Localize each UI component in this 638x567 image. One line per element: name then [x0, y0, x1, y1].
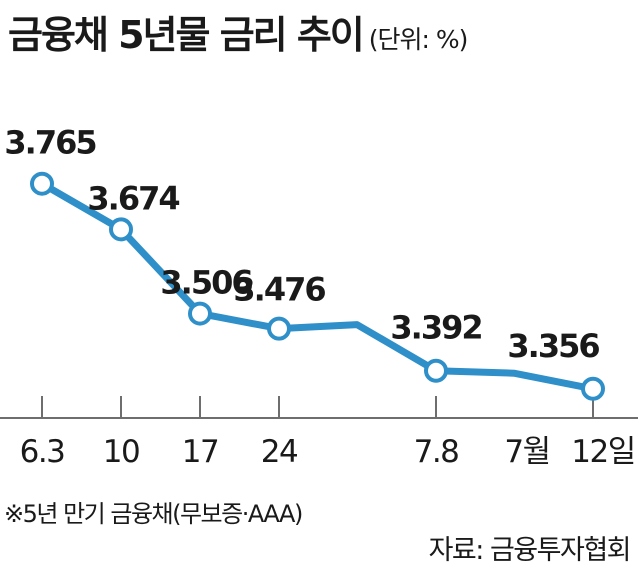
- data-label: 3.674: [87, 179, 179, 217]
- data-point: [188, 301, 212, 326]
- data-label: 3.392: [390, 309, 481, 347]
- data-label: 3.356: [507, 327, 599, 365]
- data-point: [581, 376, 605, 401]
- footnote: ※5년 만기 금융채(무보증·AAA): [4, 500, 303, 528]
- x-tick-label: 17: [182, 434, 218, 470]
- x-tick-label: 7.8: [414, 434, 459, 470]
- marker-layer: [30, 171, 605, 401]
- series-line-layer: [38, 180, 597, 393]
- x-tick-label: 10: [103, 434, 139, 470]
- data-point: [109, 217, 133, 242]
- data-label: 3.476: [233, 271, 325, 309]
- data-point: [30, 171, 54, 196]
- x-axis: 6.3 10 17 24 7.8 7월 12일: [0, 396, 638, 470]
- x-tick-label: 24: [261, 434, 297, 470]
- data-label: 3.765: [4, 124, 96, 162]
- x-tick-label: 7월: [504, 434, 549, 470]
- x-tick-label: 12일: [571, 434, 634, 470]
- chart-title: 금융채 5년물 금리 추이 (단위: %): [8, 4, 469, 59]
- unit-label: (단위: %): [368, 25, 469, 54]
- title-text: 금융채 5년물 금리 추이: [8, 13, 365, 57]
- data-point: [267, 316, 291, 341]
- series-line: [38, 180, 597, 393]
- data-label: 3.506: [160, 264, 252, 302]
- data-point: [424, 358, 448, 383]
- x-tick-label: 6.3: [20, 434, 65, 470]
- source-label: 자료: 금융투자협회: [428, 535, 632, 566]
